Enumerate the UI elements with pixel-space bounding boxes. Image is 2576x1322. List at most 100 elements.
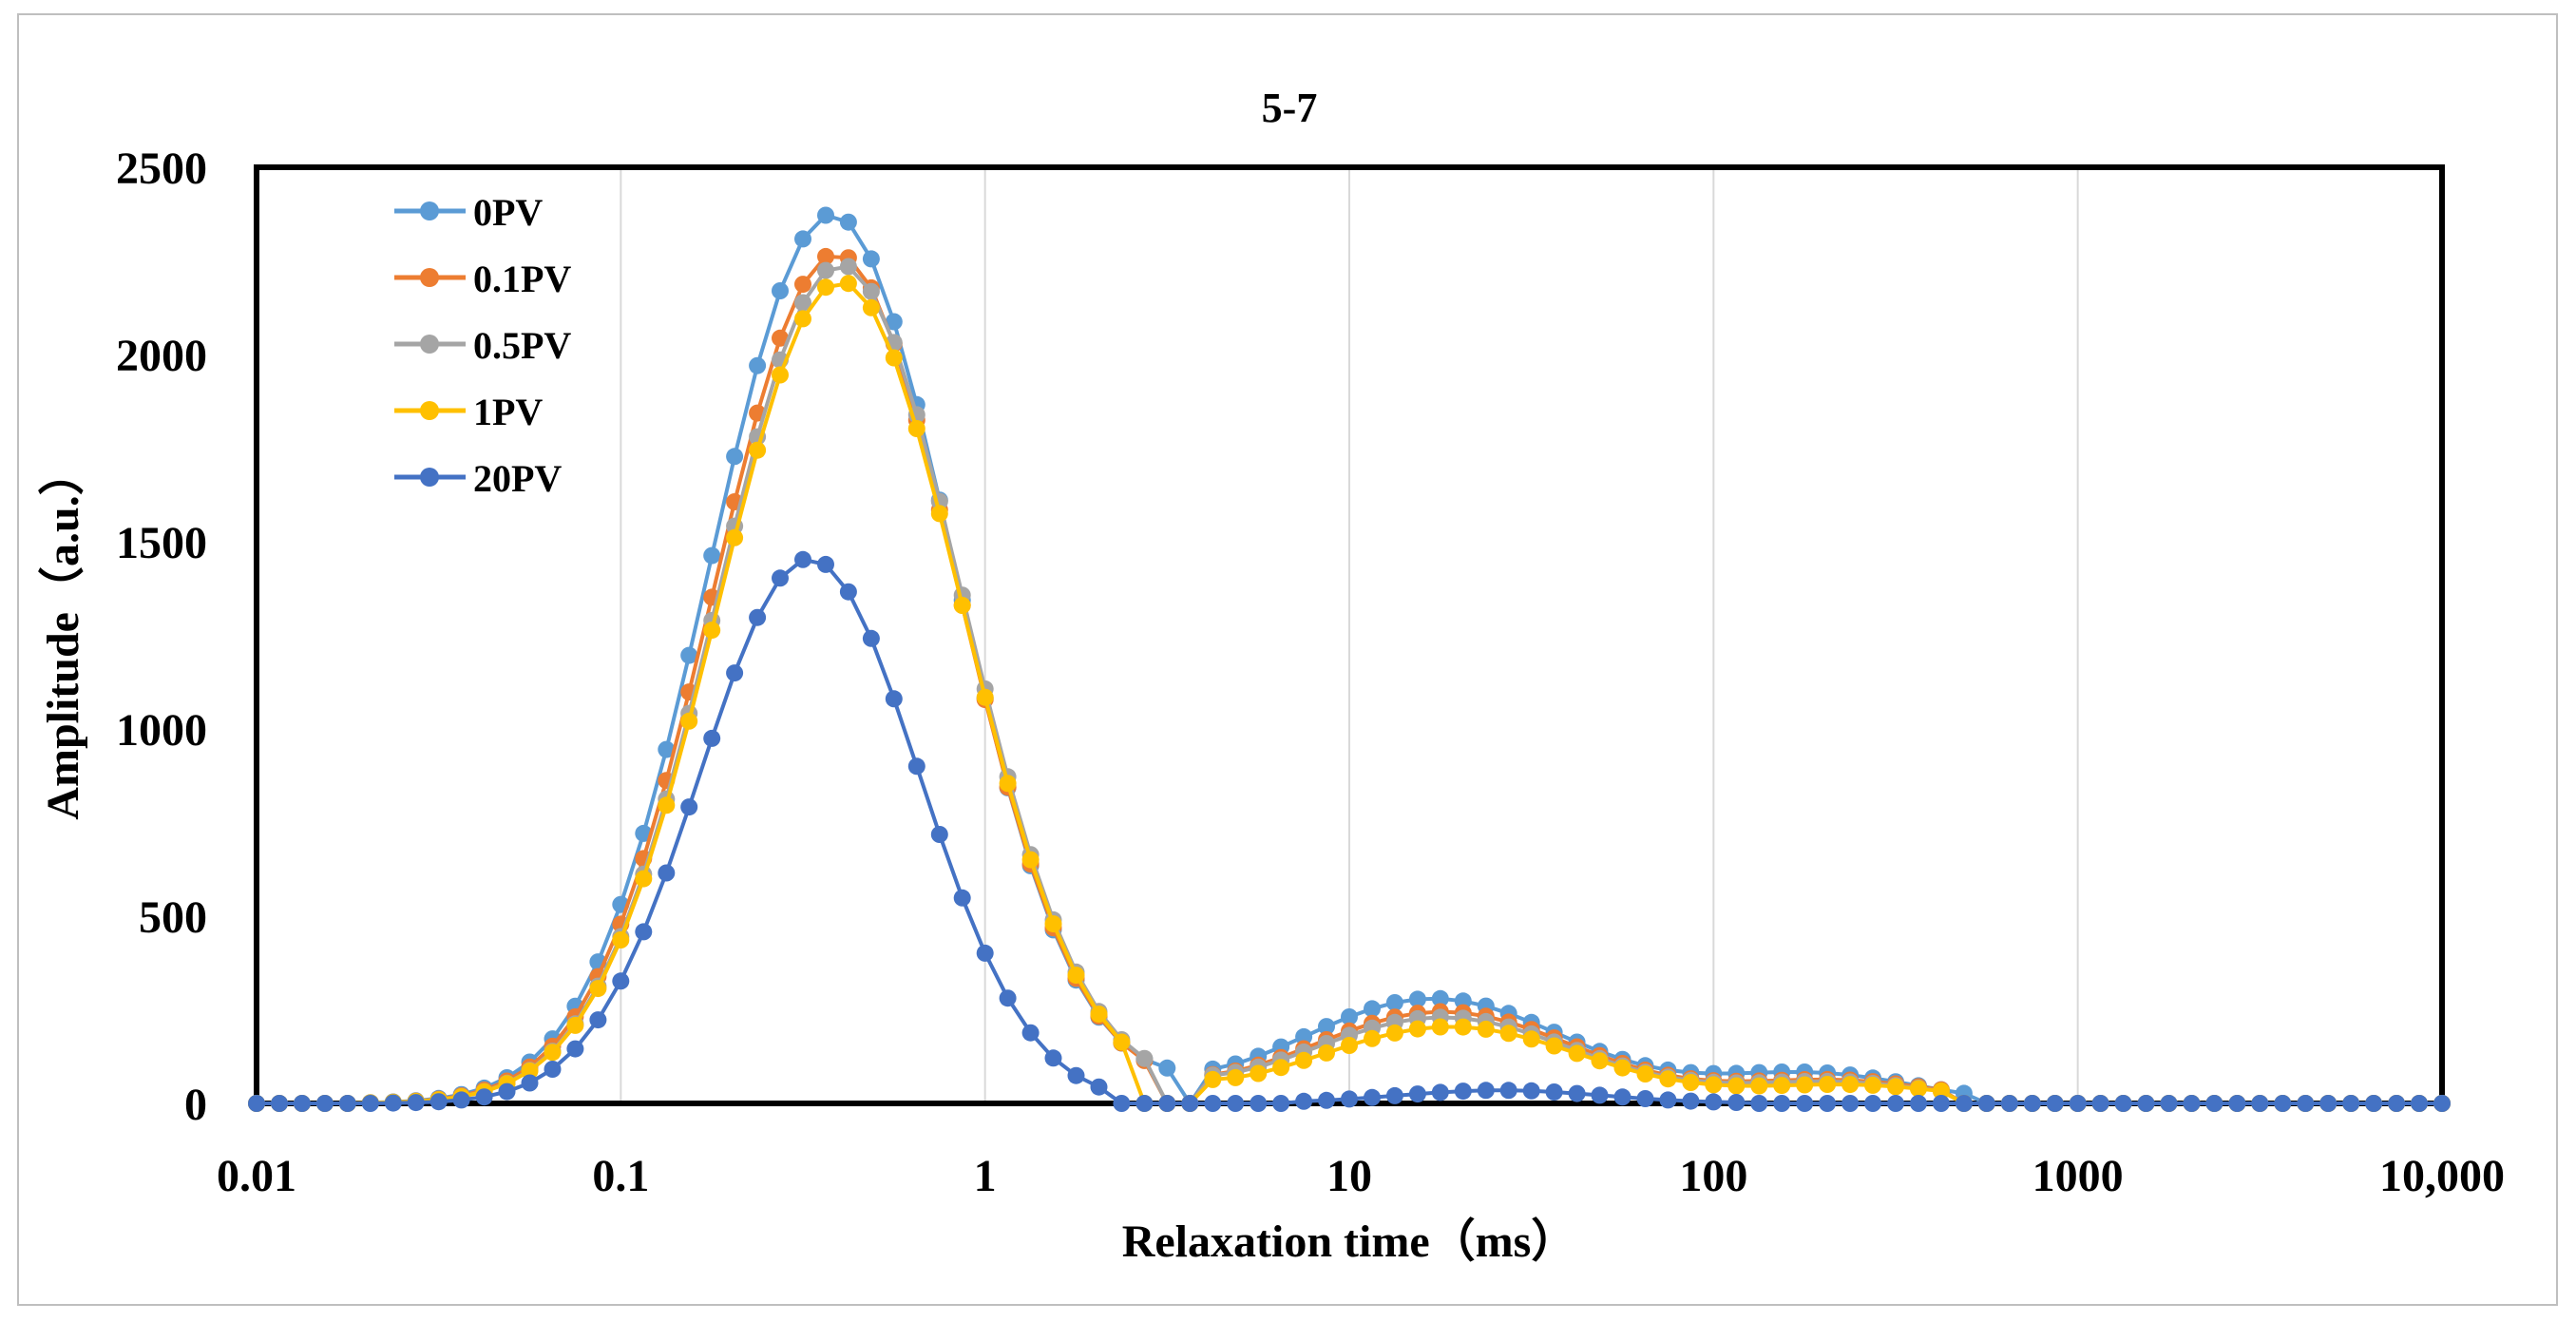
data-point xyxy=(1568,1084,1586,1102)
data-point xyxy=(839,583,857,601)
data-point xyxy=(930,826,948,843)
data-point xyxy=(1796,1076,1814,1094)
data-point xyxy=(1044,1049,1062,1067)
data-point xyxy=(1272,1059,1290,1077)
data-point xyxy=(794,230,811,248)
data-point xyxy=(726,528,744,546)
y-tick-label: 1000 xyxy=(116,705,207,756)
data-point xyxy=(1796,1095,1814,1112)
data-point xyxy=(680,712,698,730)
legend-item: 20PV xyxy=(394,457,562,500)
data-point xyxy=(1408,990,1426,1008)
data-point xyxy=(338,1095,356,1112)
data-point xyxy=(1250,1064,1268,1083)
data-point xyxy=(2046,1095,2064,1112)
data-point xyxy=(1477,1082,1495,1100)
legend: 0PV 0.1PV 0.5PV 1PV 20PV xyxy=(394,191,571,500)
data-point xyxy=(839,213,857,231)
data-point xyxy=(1727,1094,1746,1111)
legend-label: 20PV xyxy=(473,457,562,500)
data-point xyxy=(1431,1018,1449,1036)
data-point xyxy=(521,1074,539,1092)
data-point xyxy=(1454,992,1472,1010)
data-point xyxy=(953,889,971,907)
data-point xyxy=(1477,1020,1495,1038)
data-point xyxy=(1090,1006,1108,1024)
data-point xyxy=(248,1095,265,1112)
data-point xyxy=(1385,1086,1403,1104)
data-point xyxy=(1341,1008,1358,1025)
data-point xyxy=(1204,1095,1222,1112)
data-point xyxy=(1044,915,1062,933)
data-point xyxy=(862,250,880,268)
legend-item: 0PV xyxy=(394,191,543,234)
data-point xyxy=(1408,1085,1426,1103)
x-axis-label: Relaxation time（ms） xyxy=(1122,1217,1577,1267)
x-tick-label: 0.1 xyxy=(592,1151,649,1201)
data-point xyxy=(2297,1095,2315,1112)
data-point xyxy=(544,1044,562,1062)
data-point xyxy=(772,282,789,299)
data-point xyxy=(1932,1095,1950,1112)
data-point xyxy=(1295,1027,1313,1045)
legend-marker xyxy=(420,468,439,487)
x-tick-label: 1 xyxy=(974,1151,997,1201)
data-point xyxy=(1613,1059,1631,1077)
data-point xyxy=(794,294,811,312)
data-point xyxy=(1841,1095,1860,1112)
data-point xyxy=(1773,1095,1791,1112)
data-point xyxy=(2114,1095,2132,1112)
data-point xyxy=(1227,1095,1245,1112)
data-point xyxy=(2000,1095,2018,1112)
data-point xyxy=(589,1011,607,1029)
data-point xyxy=(2228,1095,2246,1112)
data-point xyxy=(2274,1095,2292,1112)
data-point xyxy=(1364,1088,1381,1106)
data-point xyxy=(817,206,834,224)
data-point xyxy=(1522,1030,1540,1048)
y-tick-label: 0 xyxy=(184,1080,207,1130)
legend-label: 0PV xyxy=(473,191,543,234)
data-point xyxy=(794,276,811,294)
data-point xyxy=(1727,1077,1746,1095)
data-point xyxy=(2319,1095,2337,1112)
data-point xyxy=(703,729,721,747)
data-point xyxy=(1773,1077,1791,1095)
data-point xyxy=(885,690,903,708)
gridlines xyxy=(620,167,2079,1103)
data-point xyxy=(1295,1092,1313,1110)
data-point xyxy=(794,550,811,568)
data-point xyxy=(1750,1077,1768,1095)
data-point xyxy=(817,555,834,573)
data-point xyxy=(1318,1091,1335,1109)
data-point xyxy=(1318,1044,1335,1062)
data-point xyxy=(1819,1076,1837,1093)
data-point xyxy=(1067,1066,1085,1084)
data-point xyxy=(772,329,789,347)
data-point xyxy=(1819,1095,1837,1112)
data-point xyxy=(1158,1095,1176,1112)
data-point xyxy=(862,282,880,300)
data-point xyxy=(2251,1095,2269,1112)
data-point xyxy=(953,597,971,614)
data-point xyxy=(703,546,721,565)
data-point xyxy=(1522,1082,1540,1100)
data-point xyxy=(1499,1025,1517,1043)
data-point xyxy=(1113,1095,1131,1112)
data-point xyxy=(1682,1074,1700,1091)
data-point xyxy=(1295,1051,1313,1069)
y-tick-label: 1500 xyxy=(116,518,207,568)
data-point xyxy=(862,298,880,316)
data-point xyxy=(658,740,676,758)
legend-marker xyxy=(420,201,439,220)
data-point xyxy=(1864,1095,1881,1112)
data-point xyxy=(703,622,721,640)
data-point xyxy=(612,972,630,990)
chart-title: 5-7 xyxy=(1262,85,1318,131)
x-tick-label: 10 xyxy=(1326,1151,1372,1201)
data-point xyxy=(407,1094,425,1112)
data-point xyxy=(452,1091,470,1109)
legend-label: 0.5PV xyxy=(473,324,571,367)
data-point xyxy=(566,1040,584,1058)
